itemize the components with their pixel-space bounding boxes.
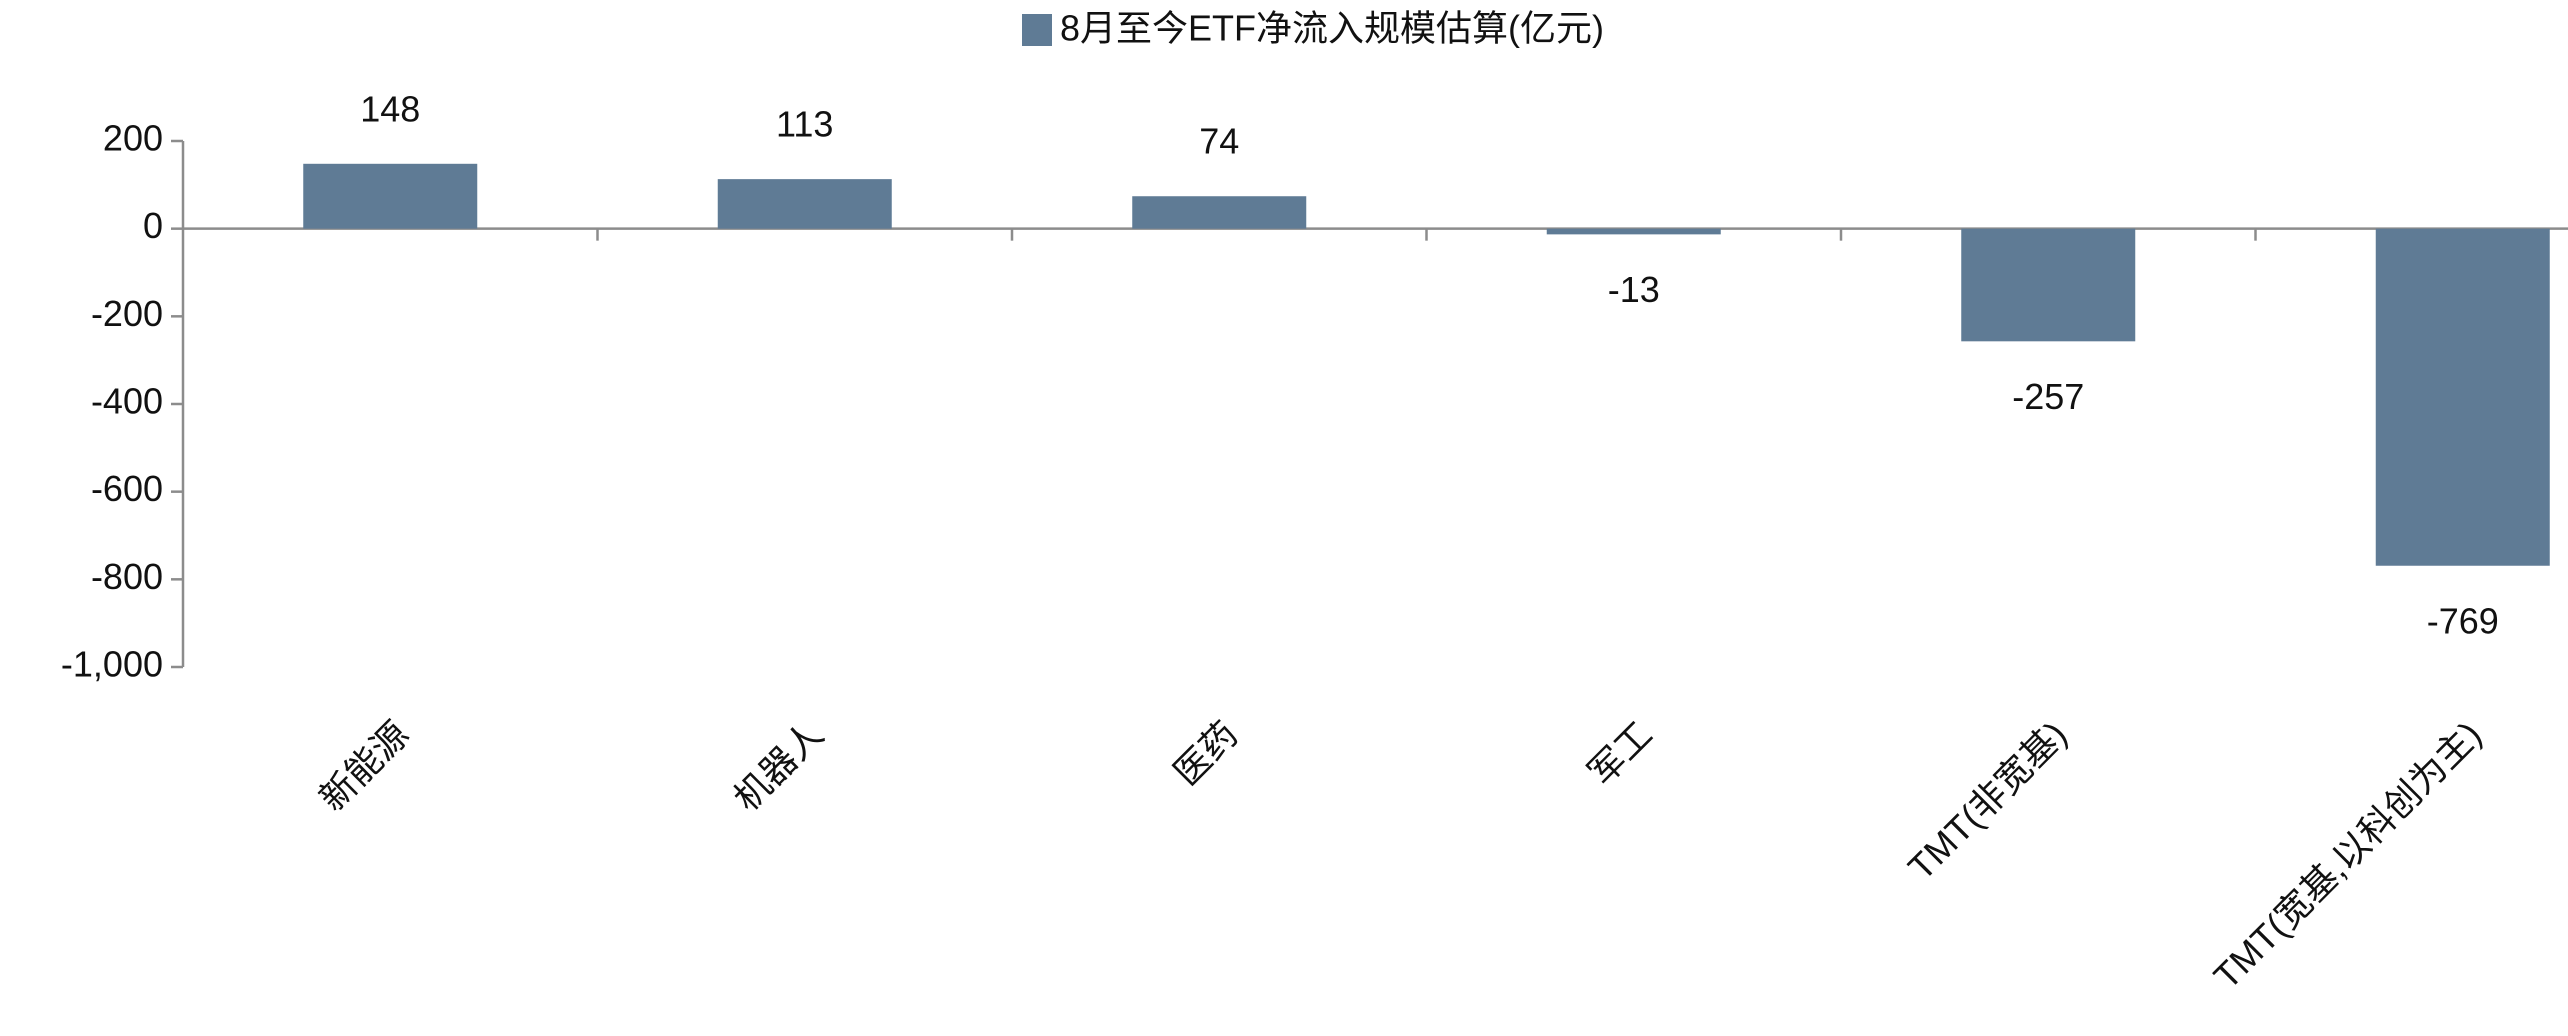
bar [2375, 228, 2550, 566]
legend-label: 8月至今ETF净流入规模估算(亿元) [1060, 8, 1604, 49]
x-tick-label: 新能源 [311, 713, 416, 818]
y-tick-label: -800 [91, 556, 163, 597]
value-label: -769 [2427, 600, 2499, 641]
y-tick-label: -200 [91, 293, 163, 334]
y-tick-label: 200 [103, 118, 163, 159]
bar [1546, 228, 1721, 235]
value-label: -13 [1608, 269, 1660, 310]
y-tick-label: -600 [91, 468, 163, 509]
x-tick-label: 机器人 [726, 713, 831, 818]
value-label: 113 [776, 104, 833, 145]
bar [717, 179, 892, 229]
x-tick-label: 医药 [1166, 713, 1246, 793]
y-tick-label: 0 [143, 205, 163, 246]
bar [1961, 228, 2136, 342]
bar [303, 163, 478, 229]
value-label: 74 [1199, 121, 1239, 162]
x-tick-label: TMT(宽基,以科创为主) [2206, 713, 2490, 997]
x-tick-label: 军工 [1580, 713, 1660, 793]
x-tick-label: TMT(非宽基) [1900, 713, 2075, 888]
legend-swatch [1022, 14, 1052, 46]
value-label: 148 [360, 88, 420, 129]
bar [1132, 196, 1307, 229]
y-tick-label: -1,000 [61, 644, 163, 685]
y-tick-label: -400 [91, 381, 163, 422]
value-label: -257 [2012, 376, 2084, 417]
